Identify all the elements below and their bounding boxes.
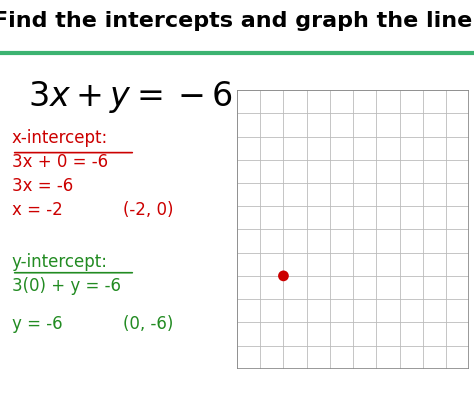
- Text: 3(0) + y = -6: 3(0) + y = -6: [12, 277, 121, 295]
- Text: $3x + y = -6$: $3x + y = -6$: [28, 79, 233, 115]
- Text: 3x + 0 = -6: 3x + 0 = -6: [12, 153, 108, 171]
- Text: y-intercept:: y-intercept:: [12, 253, 108, 271]
- Text: 3x = -6: 3x = -6: [12, 177, 73, 195]
- Point: [280, 273, 287, 279]
- Text: x-intercept:: x-intercept:: [12, 129, 108, 147]
- Text: (0, -6): (0, -6): [123, 314, 173, 332]
- Text: y = -6: y = -6: [12, 314, 63, 332]
- Text: (-2, 0): (-2, 0): [123, 201, 174, 219]
- Text: x = -2: x = -2: [12, 201, 63, 219]
- Text: Find the intercepts and graph the line.: Find the intercepts and graph the line.: [0, 11, 474, 31]
